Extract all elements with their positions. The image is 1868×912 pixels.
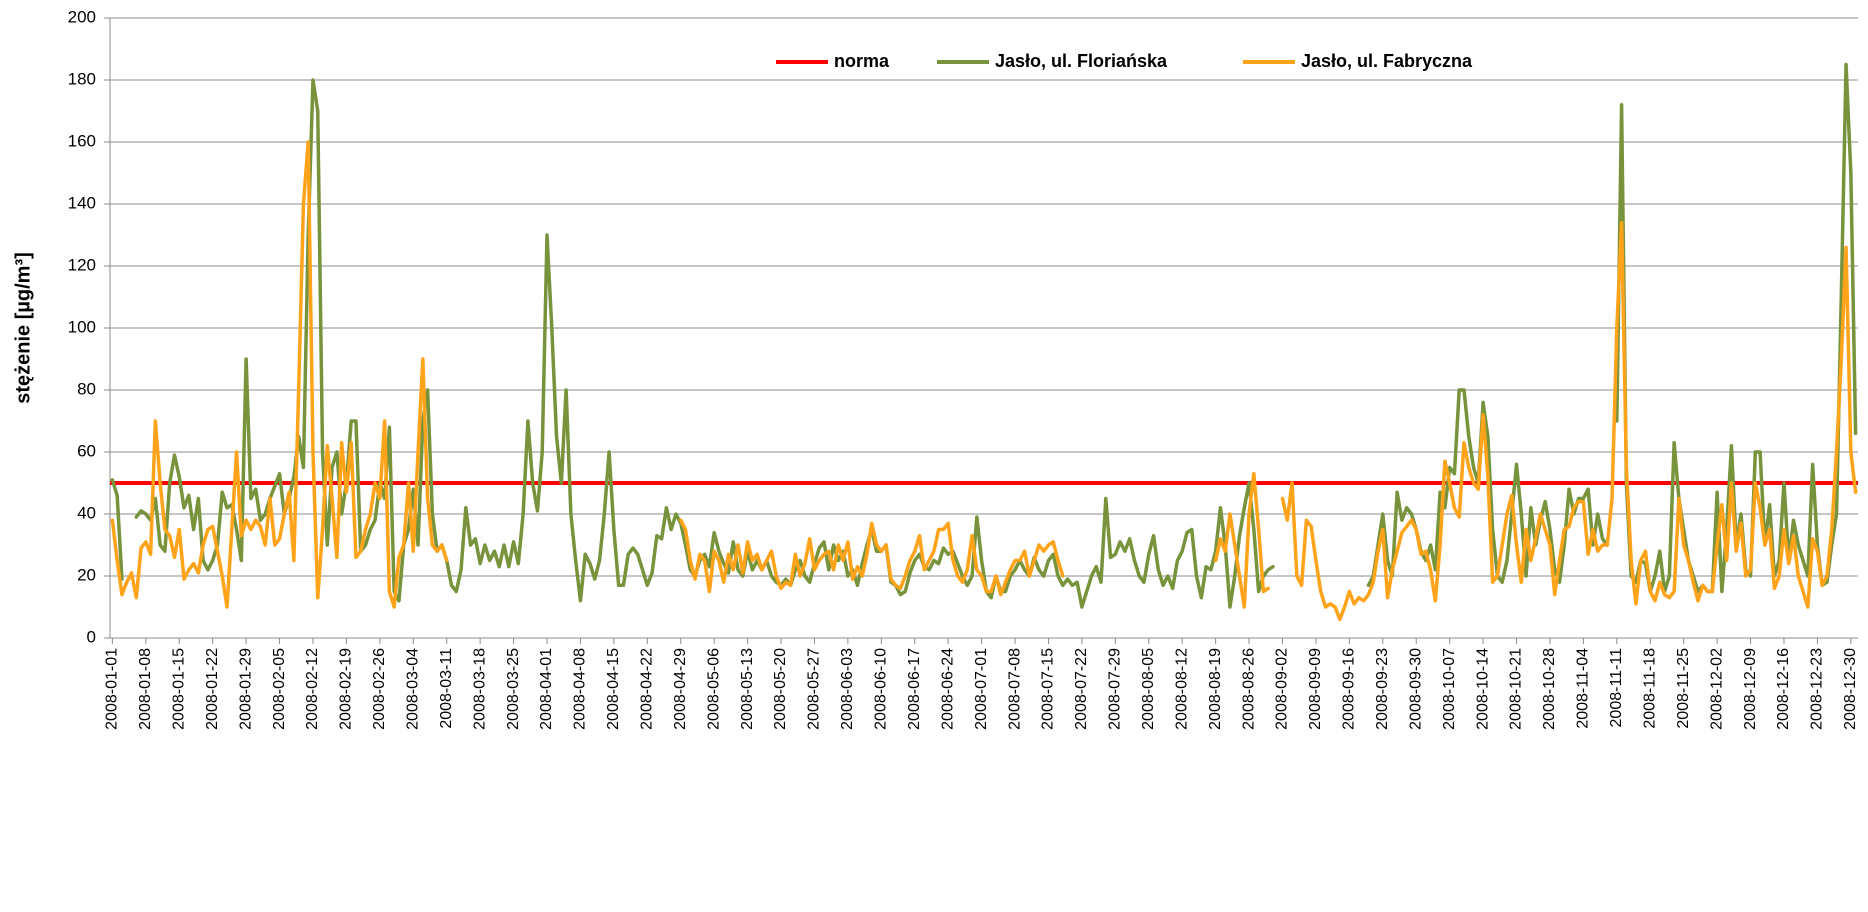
y-tick-label: 100 bbox=[68, 317, 96, 336]
y-tick-label: 0 bbox=[87, 627, 96, 646]
x-tick-label: 2008-12-16 bbox=[1775, 648, 1792, 730]
series-line bbox=[110, 62, 1858, 609]
x-tick-label: 2008-02-05 bbox=[271, 648, 288, 730]
x-tick-label: 2008-01-15 bbox=[170, 648, 187, 730]
x-tick-label: 2008-06-24 bbox=[939, 648, 956, 730]
x-tick-label: 2008-01-01 bbox=[104, 648, 121, 730]
x-tick-label: 2008-11-25 bbox=[1675, 648, 1692, 729]
x-tick-label: 2008-10-28 bbox=[1541, 648, 1558, 730]
x-tick-label: 2008-02-26 bbox=[371, 648, 388, 730]
x-tick-label: 2008-05-20 bbox=[772, 648, 789, 730]
x-tick-label: 2008-04-08 bbox=[572, 648, 589, 730]
y-tick-label: 180 bbox=[68, 69, 96, 88]
x-tick-label: 2008-12-02 bbox=[1708, 648, 1725, 730]
x-tick-label: 2008-08-12 bbox=[1173, 648, 1190, 730]
x-tick-label: 2008-09-02 bbox=[1274, 648, 1291, 730]
x-tick-label: 2008-12-30 bbox=[1842, 648, 1859, 730]
x-tick-label: 2008-04-29 bbox=[672, 648, 689, 730]
x-tick-label: 2008-05-27 bbox=[806, 648, 823, 730]
y-axis-label: stężenie [µg/m³] bbox=[12, 252, 34, 404]
x-tick-label: 2008-10-14 bbox=[1474, 648, 1491, 730]
x-tick-label: 2008-03-18 bbox=[471, 648, 488, 730]
x-tick-label: 2008-06-17 bbox=[906, 648, 923, 730]
x-tick-label: 2008-04-22 bbox=[639, 648, 656, 730]
x-tick-label: 2008-08-05 bbox=[1140, 648, 1157, 730]
x-tick-label: 2008-11-11 bbox=[1608, 648, 1625, 728]
x-tick-label: 2008-03-25 bbox=[505, 648, 522, 730]
y-tick-label: 80 bbox=[77, 379, 96, 398]
x-tick-label: 2008-07-15 bbox=[1040, 648, 1057, 730]
legend-label: norma bbox=[834, 51, 890, 71]
x-tick-label: 2008-12-23 bbox=[1809, 648, 1826, 730]
y-tick-label: 200 bbox=[68, 7, 96, 26]
y-tick-label: 40 bbox=[77, 503, 96, 522]
x-tick-label: 2008-02-12 bbox=[304, 648, 321, 730]
x-tick-label: 2008-01-22 bbox=[204, 648, 221, 730]
x-tick-label: 2008-12-09 bbox=[1742, 648, 1759, 730]
x-tick-label: 2008-07-29 bbox=[1107, 648, 1124, 730]
x-tick-label: 2008-07-22 bbox=[1073, 648, 1090, 730]
y-tick-label: 60 bbox=[77, 441, 96, 460]
y-tick-label: 20 bbox=[77, 565, 96, 584]
x-tick-label: 2008-05-06 bbox=[705, 648, 722, 730]
x-tick-label: 2008-01-08 bbox=[137, 648, 154, 730]
x-tick-label: 2008-09-30 bbox=[1407, 648, 1424, 730]
x-tick-label: 2008-06-03 bbox=[839, 648, 856, 730]
x-tick-label: 2008-09-16 bbox=[1341, 648, 1358, 730]
x-tick-label: 2008-01-29 bbox=[237, 648, 254, 730]
x-tick-label: 2008-05-13 bbox=[739, 648, 756, 730]
x-tick-label: 2008-09-09 bbox=[1307, 648, 1324, 730]
x-tick-label: 2008-04-15 bbox=[605, 648, 622, 730]
x-tick-label: 2008-02-19 bbox=[338, 648, 355, 730]
y-tick-label: 120 bbox=[68, 255, 96, 274]
legend-label: Jasło, ul. Fabryczna bbox=[1301, 51, 1473, 71]
x-tick-label: 2008-03-11 bbox=[438, 648, 455, 729]
x-tick-label: 2008-04-01 bbox=[538, 648, 555, 730]
x-tick-label: 2008-08-19 bbox=[1207, 648, 1224, 730]
y-tick-label: 160 bbox=[68, 131, 96, 150]
x-tick-label: 2008-06-10 bbox=[873, 648, 890, 730]
x-tick-label: 2008-09-23 bbox=[1374, 648, 1391, 730]
x-tick-label: 2008-07-01 bbox=[973, 648, 990, 730]
y-tick-label: 140 bbox=[68, 193, 96, 212]
x-tick-label: 2008-07-08 bbox=[1006, 648, 1023, 730]
x-tick-label: 2008-10-21 bbox=[1508, 648, 1525, 730]
x-tick-label: 2008-03-04 bbox=[404, 648, 421, 730]
x-tick-label: 2008-11-18 bbox=[1641, 648, 1658, 729]
x-tick-label: 2008-10-07 bbox=[1441, 648, 1458, 730]
series-line bbox=[110, 140, 1858, 622]
x-tick-label: 2008-08-26 bbox=[1240, 648, 1257, 730]
legend-label: Jasło, ul. Floriańska bbox=[995, 51, 1168, 71]
x-tick-label: 2008-11-04 bbox=[1575, 648, 1592, 729]
